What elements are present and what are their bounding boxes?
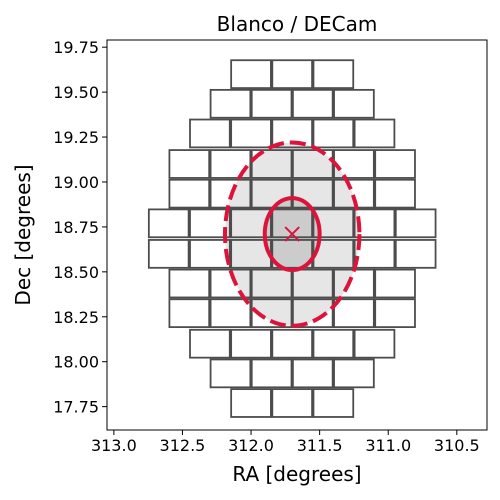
x-tick-label: 313.0 xyxy=(91,436,137,455)
ccd-rect xyxy=(252,90,292,118)
ccd-rect xyxy=(231,330,271,358)
ccd-rect xyxy=(334,359,374,387)
ccd-rect xyxy=(231,120,271,148)
ccd-rect xyxy=(293,359,333,387)
ccd-rect xyxy=(313,60,353,88)
ccd-rect xyxy=(169,299,209,327)
ccd-rect xyxy=(313,330,353,358)
y-tick-label: 18.00 xyxy=(53,353,99,372)
y-tick-label: 18.25 xyxy=(53,308,99,327)
x-tick-label: 310.5 xyxy=(434,436,480,455)
y-axis-label: Dec [degrees] xyxy=(11,164,35,305)
ccd-rect xyxy=(211,90,251,118)
ccd-rect xyxy=(190,120,230,148)
ccd-rect xyxy=(272,330,312,358)
ccd-rect xyxy=(169,180,209,208)
x-tick-label: 312.5 xyxy=(160,436,206,455)
ccd-rect xyxy=(396,240,436,268)
ccd-rect xyxy=(169,150,209,178)
ccd-rect xyxy=(293,90,333,118)
ccd-rect xyxy=(375,270,415,298)
ccd-rect xyxy=(313,120,353,148)
chart-title: Blanco / DECam xyxy=(217,12,378,36)
y-axis-ticks: 17.75 18.00 18.25 18.50 18.75 19.00 19.25 19.50… xyxy=(53,38,107,416)
ccd-rect xyxy=(272,389,312,417)
ccd-rect xyxy=(334,299,374,327)
x-axis-label: RA [degrees] xyxy=(232,462,361,486)
x-tick-label: 312.0 xyxy=(228,436,274,455)
ccd-rect xyxy=(211,359,251,387)
ccd-rect xyxy=(190,240,230,268)
y-tick-label: 19.25 xyxy=(53,128,99,147)
y-tick-label: 19.00 xyxy=(53,173,99,192)
ccd-rect xyxy=(149,240,189,268)
ccd-rect xyxy=(334,90,374,118)
ccd-rect xyxy=(396,209,436,237)
y-tick-label: 17.75 xyxy=(53,398,99,417)
ccd-rect xyxy=(375,299,415,327)
ccd-rect xyxy=(211,299,251,327)
ccd-rect xyxy=(231,389,271,417)
x-tick-label: 311.5 xyxy=(297,436,343,455)
ccd-rect xyxy=(375,180,415,208)
ccd-rect xyxy=(149,209,189,237)
y-tick-label: 18.50 xyxy=(53,263,99,282)
ccd-rect xyxy=(169,270,209,298)
ccd-rect xyxy=(231,60,271,88)
y-tick-label: 18.75 xyxy=(53,218,99,237)
ccd-rect xyxy=(313,389,353,417)
y-tick-label: 19.50 xyxy=(53,83,99,102)
ccd-rect xyxy=(355,120,395,148)
x-tick-label: 311.0 xyxy=(365,436,411,455)
ccd-rect xyxy=(252,359,292,387)
ccd-rect xyxy=(375,150,415,178)
x-axis-ticks: 313.0 312.5 312.0 311.5 311.0 310.5 xyxy=(91,430,480,455)
ccd-rect xyxy=(190,330,230,358)
y-tick-label: 19.75 xyxy=(53,38,99,57)
ccd-rect xyxy=(272,60,312,88)
ccd-rect xyxy=(355,330,395,358)
